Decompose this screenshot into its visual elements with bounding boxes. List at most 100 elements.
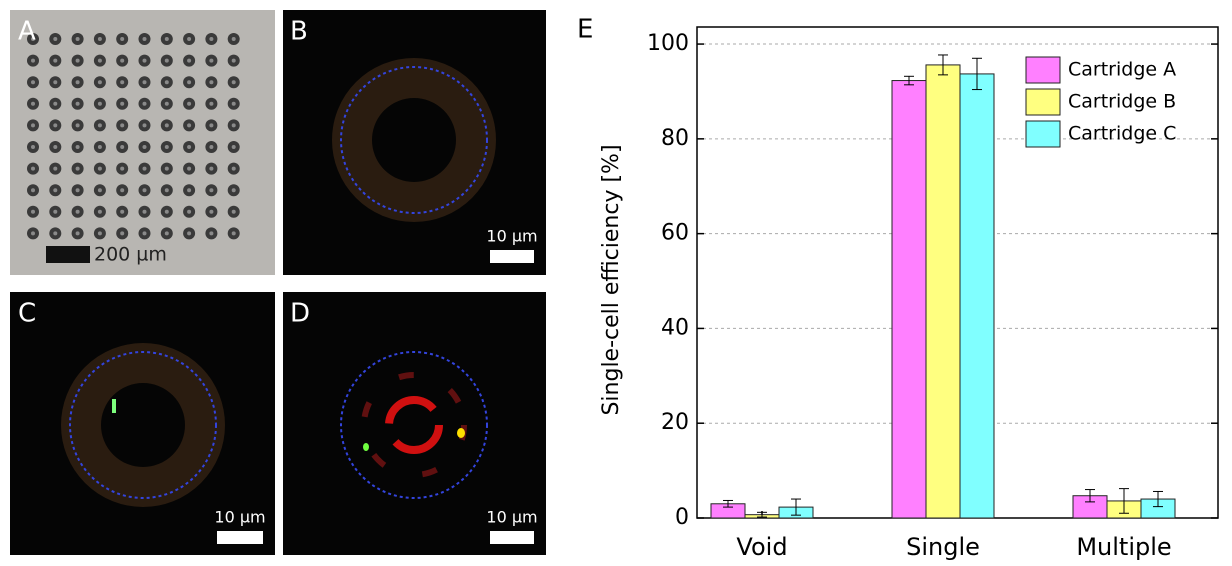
microwell-center (187, 209, 192, 214)
microwell-center (31, 188, 35, 193)
y-axis-label: Single-cell efficiency [%] (599, 144, 624, 415)
microwell-center (53, 58, 58, 63)
microwell-center (53, 80, 58, 85)
microwell-center (187, 37, 192, 41)
microwell-center (31, 231, 35, 236)
panel-label: E (577, 15, 593, 45)
microwell-center (142, 166, 147, 171)
microwell-center (97, 145, 102, 149)
microwell-center (209, 123, 214, 128)
microwell-center (187, 123, 192, 128)
microwell-center (231, 58, 236, 63)
microwell-center (120, 101, 125, 106)
microwell-center (164, 101, 169, 106)
microwell-center (120, 123, 125, 128)
microwell-center (164, 37, 169, 41)
legend-swatch (1025, 88, 1061, 116)
microwell-center (231, 80, 236, 85)
y-tick-label: 100 (647, 31, 689, 56)
microwell-center (209, 188, 214, 193)
microwell-center (231, 101, 236, 106)
x-tick-label: Single (906, 533, 980, 561)
microwell-center (231, 231, 236, 236)
microwell-center (75, 80, 80, 85)
microwell-center (187, 58, 192, 63)
microwell-center (97, 37, 102, 41)
error-bar (938, 54, 948, 76)
microwell-center (53, 209, 58, 214)
microwell-center (31, 101, 35, 106)
microwell-center (164, 231, 169, 236)
microwell-center (231, 188, 236, 193)
legend-label: Cartridge B (1068, 91, 1176, 113)
microwell-center (231, 209, 236, 214)
error-bar (791, 498, 801, 516)
error-bar (723, 499, 733, 508)
microwell-center (75, 58, 80, 63)
microwell-center (53, 123, 58, 128)
y-tick-label: 80 (661, 126, 689, 151)
microwell-center (75, 145, 80, 149)
microwell-center (142, 37, 147, 41)
microwell-center (120, 58, 125, 63)
microwell-center (231, 37, 236, 41)
y-tick-label: 0 (675, 505, 689, 530)
microwell-center (75, 37, 80, 41)
well-outline (340, 66, 488, 214)
microwell-center (142, 231, 147, 236)
microwell-center (97, 101, 102, 106)
microwell-center (75, 166, 80, 171)
scale-label: 10 µm (486, 508, 537, 527)
cell (112, 399, 116, 413)
y-tick-label: 20 (661, 410, 689, 435)
microwell-center (120, 166, 125, 171)
scale-bar (217, 531, 263, 544)
microwell-center (142, 145, 147, 149)
microwell-center (97, 80, 102, 85)
micrograph-c (10, 292, 275, 555)
y-tick-label: 40 (661, 315, 689, 340)
microwell-center (209, 166, 214, 171)
microwell-center (164, 58, 169, 63)
microwell-center (209, 58, 214, 63)
microwell-center (53, 145, 58, 149)
y-tick-label: 60 (661, 221, 689, 246)
cell (457, 428, 465, 438)
microwell-center (31, 145, 35, 149)
bar (925, 64, 961, 519)
micrograph-b (283, 10, 546, 275)
microwell-center (97, 209, 102, 214)
microwell-center (31, 123, 35, 128)
microwell-center (142, 188, 147, 193)
cell (363, 443, 369, 451)
microwell-center (164, 188, 169, 193)
microwell-center (187, 80, 192, 85)
panel-label: A (18, 17, 36, 47)
scale-bar (490, 250, 534, 263)
microwell-center (209, 101, 214, 106)
well-outline (340, 351, 488, 499)
microwell-array (27, 33, 240, 240)
x-tick-label: Void (736, 533, 787, 561)
microwell-center (120, 231, 125, 236)
microwell-center (209, 37, 214, 41)
scale-label: 10 µm (486, 227, 537, 246)
microwell-center (53, 101, 58, 106)
microwell-center (209, 80, 214, 85)
microwell-center (231, 123, 236, 128)
microwell-center (164, 209, 169, 214)
well-ring (332, 58, 496, 222)
microwell-center (187, 145, 192, 149)
error-bar (972, 57, 982, 91)
microwell-center (142, 209, 147, 214)
well-ring (61, 343, 225, 507)
microwell-center (75, 123, 80, 128)
microwell-center (97, 123, 102, 128)
microwell-center (31, 37, 35, 41)
microwell-center (142, 80, 147, 85)
microwell-center (97, 166, 102, 171)
microwell-center (164, 145, 169, 149)
microwell-center (120, 37, 125, 41)
micrograph-d (283, 292, 546, 555)
